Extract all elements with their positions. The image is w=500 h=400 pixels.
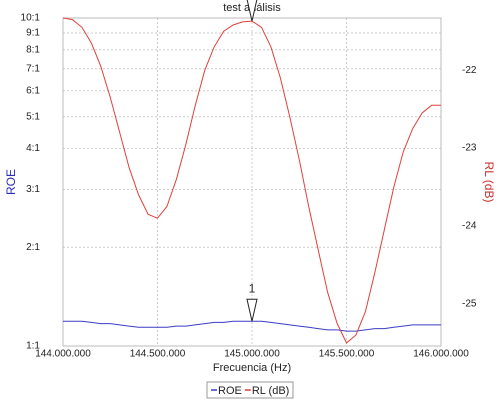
- marker: [246, 298, 258, 322]
- x-axis-label: Frecuencia (Hz): [213, 362, 291, 374]
- y-tick-label: 3:1: [26, 184, 40, 195]
- y-tick-label: 2:1: [26, 242, 40, 253]
- y2-axis-label: RL (dB): [482, 162, 496, 203]
- legend-label: ROE: [218, 385, 242, 397]
- x-tick-label: 146.000.000: [413, 349, 469, 360]
- y-tick-label: 10:1: [21, 13, 41, 24]
- y-tick-label: 9:1: [26, 28, 40, 39]
- y-tick-label: 6:1: [26, 85, 40, 96]
- x-tick-label: 145.000.000: [224, 349, 280, 360]
- y-tick-label: 8:1: [26, 44, 40, 55]
- y-tick-label: 5:1: [26, 111, 40, 122]
- y-tick-label: 7:1: [26, 63, 40, 74]
- y2-tick-label: -22: [462, 65, 477, 76]
- marker: [246, 0, 258, 22]
- x-tick-label: 144.500.000: [130, 349, 186, 360]
- y-axis-label: ROE: [4, 169, 18, 195]
- x-tick-label: 145.500.000: [319, 349, 375, 360]
- y2-tick-label: -23: [462, 143, 477, 154]
- y2-tick-label: -24: [462, 221, 477, 232]
- y-tick-label: 4:1: [26, 143, 40, 154]
- legend-label: RL (dB): [252, 385, 290, 397]
- marker-label: 1: [249, 281, 256, 295]
- x-tick-label: 144.000.000: [35, 349, 91, 360]
- y2-tick-label: -25: [462, 299, 477, 310]
- y-tick-label: 1:1: [26, 341, 40, 352]
